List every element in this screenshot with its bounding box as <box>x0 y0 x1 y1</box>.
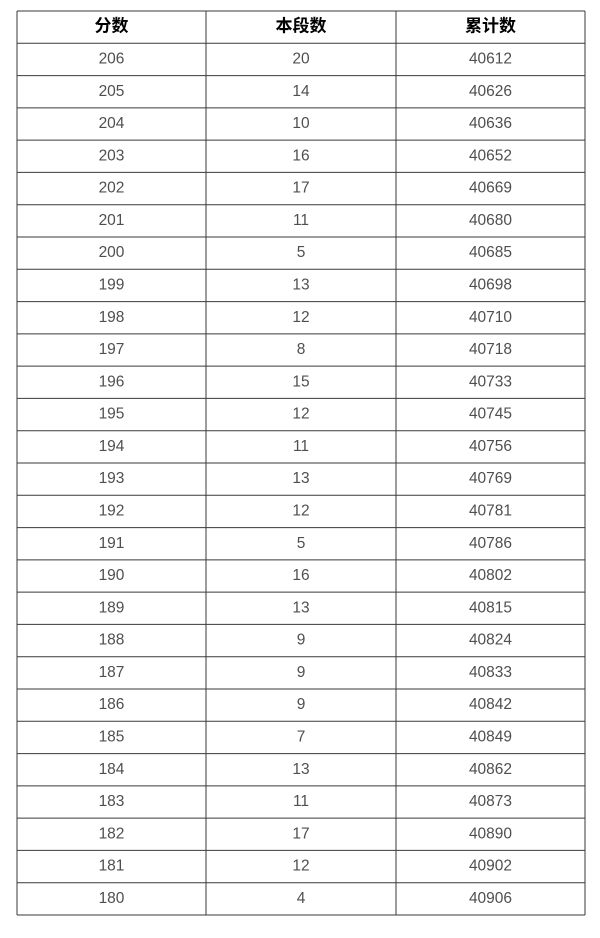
svg-text:192: 192 <box>99 503 125 520</box>
svg-text:17: 17 <box>292 180 309 197</box>
svg-text:182: 182 <box>99 825 125 842</box>
svg-text:191: 191 <box>99 535 125 552</box>
svg-text:40636: 40636 <box>469 115 512 132</box>
svg-text:40906: 40906 <box>469 890 512 907</box>
svg-text:13: 13 <box>292 470 309 487</box>
svg-text:40698: 40698 <box>469 277 512 294</box>
svg-text:203: 203 <box>99 147 125 164</box>
svg-text:40733: 40733 <box>469 373 512 390</box>
svg-text:13: 13 <box>292 761 309 778</box>
svg-text:200: 200 <box>99 244 125 261</box>
svg-text:11: 11 <box>293 793 309 810</box>
svg-text:20: 20 <box>292 51 310 68</box>
svg-text:202: 202 <box>99 180 125 197</box>
svg-text:40824: 40824 <box>469 632 512 649</box>
svg-text:40873: 40873 <box>469 793 512 810</box>
svg-text:17: 17 <box>292 825 309 842</box>
svg-text:40685: 40685 <box>469 244 512 261</box>
svg-text:194: 194 <box>99 438 125 455</box>
svg-text:190: 190 <box>99 567 125 584</box>
svg-text:181: 181 <box>99 858 125 875</box>
svg-text:40862: 40862 <box>469 761 512 778</box>
svg-text:累计数: 累计数 <box>465 17 516 36</box>
svg-text:8: 8 <box>297 341 306 358</box>
svg-text:40849: 40849 <box>469 729 512 746</box>
svg-text:40718: 40718 <box>469 341 512 358</box>
svg-text:205: 205 <box>99 83 125 100</box>
svg-text:195: 195 <box>99 406 125 423</box>
svg-text:15: 15 <box>292 373 309 390</box>
svg-text:40833: 40833 <box>469 664 512 681</box>
svg-text:40669: 40669 <box>469 180 512 197</box>
svg-text:183: 183 <box>99 793 125 810</box>
svg-text:198: 198 <box>99 309 125 326</box>
svg-text:40786: 40786 <box>469 535 512 552</box>
svg-text:40756: 40756 <box>469 438 512 455</box>
svg-text:13: 13 <box>292 599 309 616</box>
svg-text:186: 186 <box>99 696 125 713</box>
svg-text:40781: 40781 <box>469 503 512 520</box>
svg-text:40710: 40710 <box>469 309 512 326</box>
svg-text:9: 9 <box>297 664 306 681</box>
svg-text:197: 197 <box>99 341 125 358</box>
svg-text:193: 193 <box>99 470 125 487</box>
svg-text:184: 184 <box>99 761 125 778</box>
svg-text:40902: 40902 <box>469 858 512 875</box>
svg-text:40802: 40802 <box>469 567 512 584</box>
svg-text:188: 188 <box>99 632 125 649</box>
svg-text:16: 16 <box>292 147 309 164</box>
svg-text:12: 12 <box>292 309 309 326</box>
svg-text:12: 12 <box>292 858 309 875</box>
svg-text:13: 13 <box>292 277 309 294</box>
svg-text:40842: 40842 <box>469 696 512 713</box>
svg-text:187: 187 <box>99 664 125 681</box>
svg-text:40626: 40626 <box>469 83 512 100</box>
svg-text:14: 14 <box>292 83 310 100</box>
svg-text:9: 9 <box>297 696 306 713</box>
svg-text:7: 7 <box>297 729 306 746</box>
svg-text:5: 5 <box>297 535 306 552</box>
svg-text:10: 10 <box>292 115 310 132</box>
svg-text:40815: 40815 <box>469 599 512 616</box>
svg-text:180: 180 <box>99 890 125 907</box>
svg-text:196: 196 <box>99 373 125 390</box>
svg-text:189: 189 <box>99 599 125 616</box>
svg-text:40652: 40652 <box>469 147 512 164</box>
svg-text:16: 16 <box>292 567 309 584</box>
svg-text:199: 199 <box>99 277 125 294</box>
svg-text:11: 11 <box>293 438 309 455</box>
svg-text:40745: 40745 <box>469 406 512 423</box>
svg-text:40612: 40612 <box>469 51 512 68</box>
svg-text:185: 185 <box>99 729 125 746</box>
svg-text:12: 12 <box>292 503 309 520</box>
svg-text:本段数: 本段数 <box>276 16 327 36</box>
svg-text:5: 5 <box>297 244 306 261</box>
svg-text:40680: 40680 <box>469 212 512 229</box>
svg-text:201: 201 <box>99 212 125 229</box>
svg-text:分数: 分数 <box>95 17 129 36</box>
svg-text:206: 206 <box>99 51 125 68</box>
svg-text:4: 4 <box>297 890 306 907</box>
svg-text:40890: 40890 <box>469 825 512 842</box>
svg-text:9: 9 <box>297 632 306 649</box>
svg-text:12: 12 <box>292 406 309 423</box>
svg-text:40769: 40769 <box>469 470 512 487</box>
svg-text:11: 11 <box>293 212 309 229</box>
svg-text:204: 204 <box>99 115 125 132</box>
